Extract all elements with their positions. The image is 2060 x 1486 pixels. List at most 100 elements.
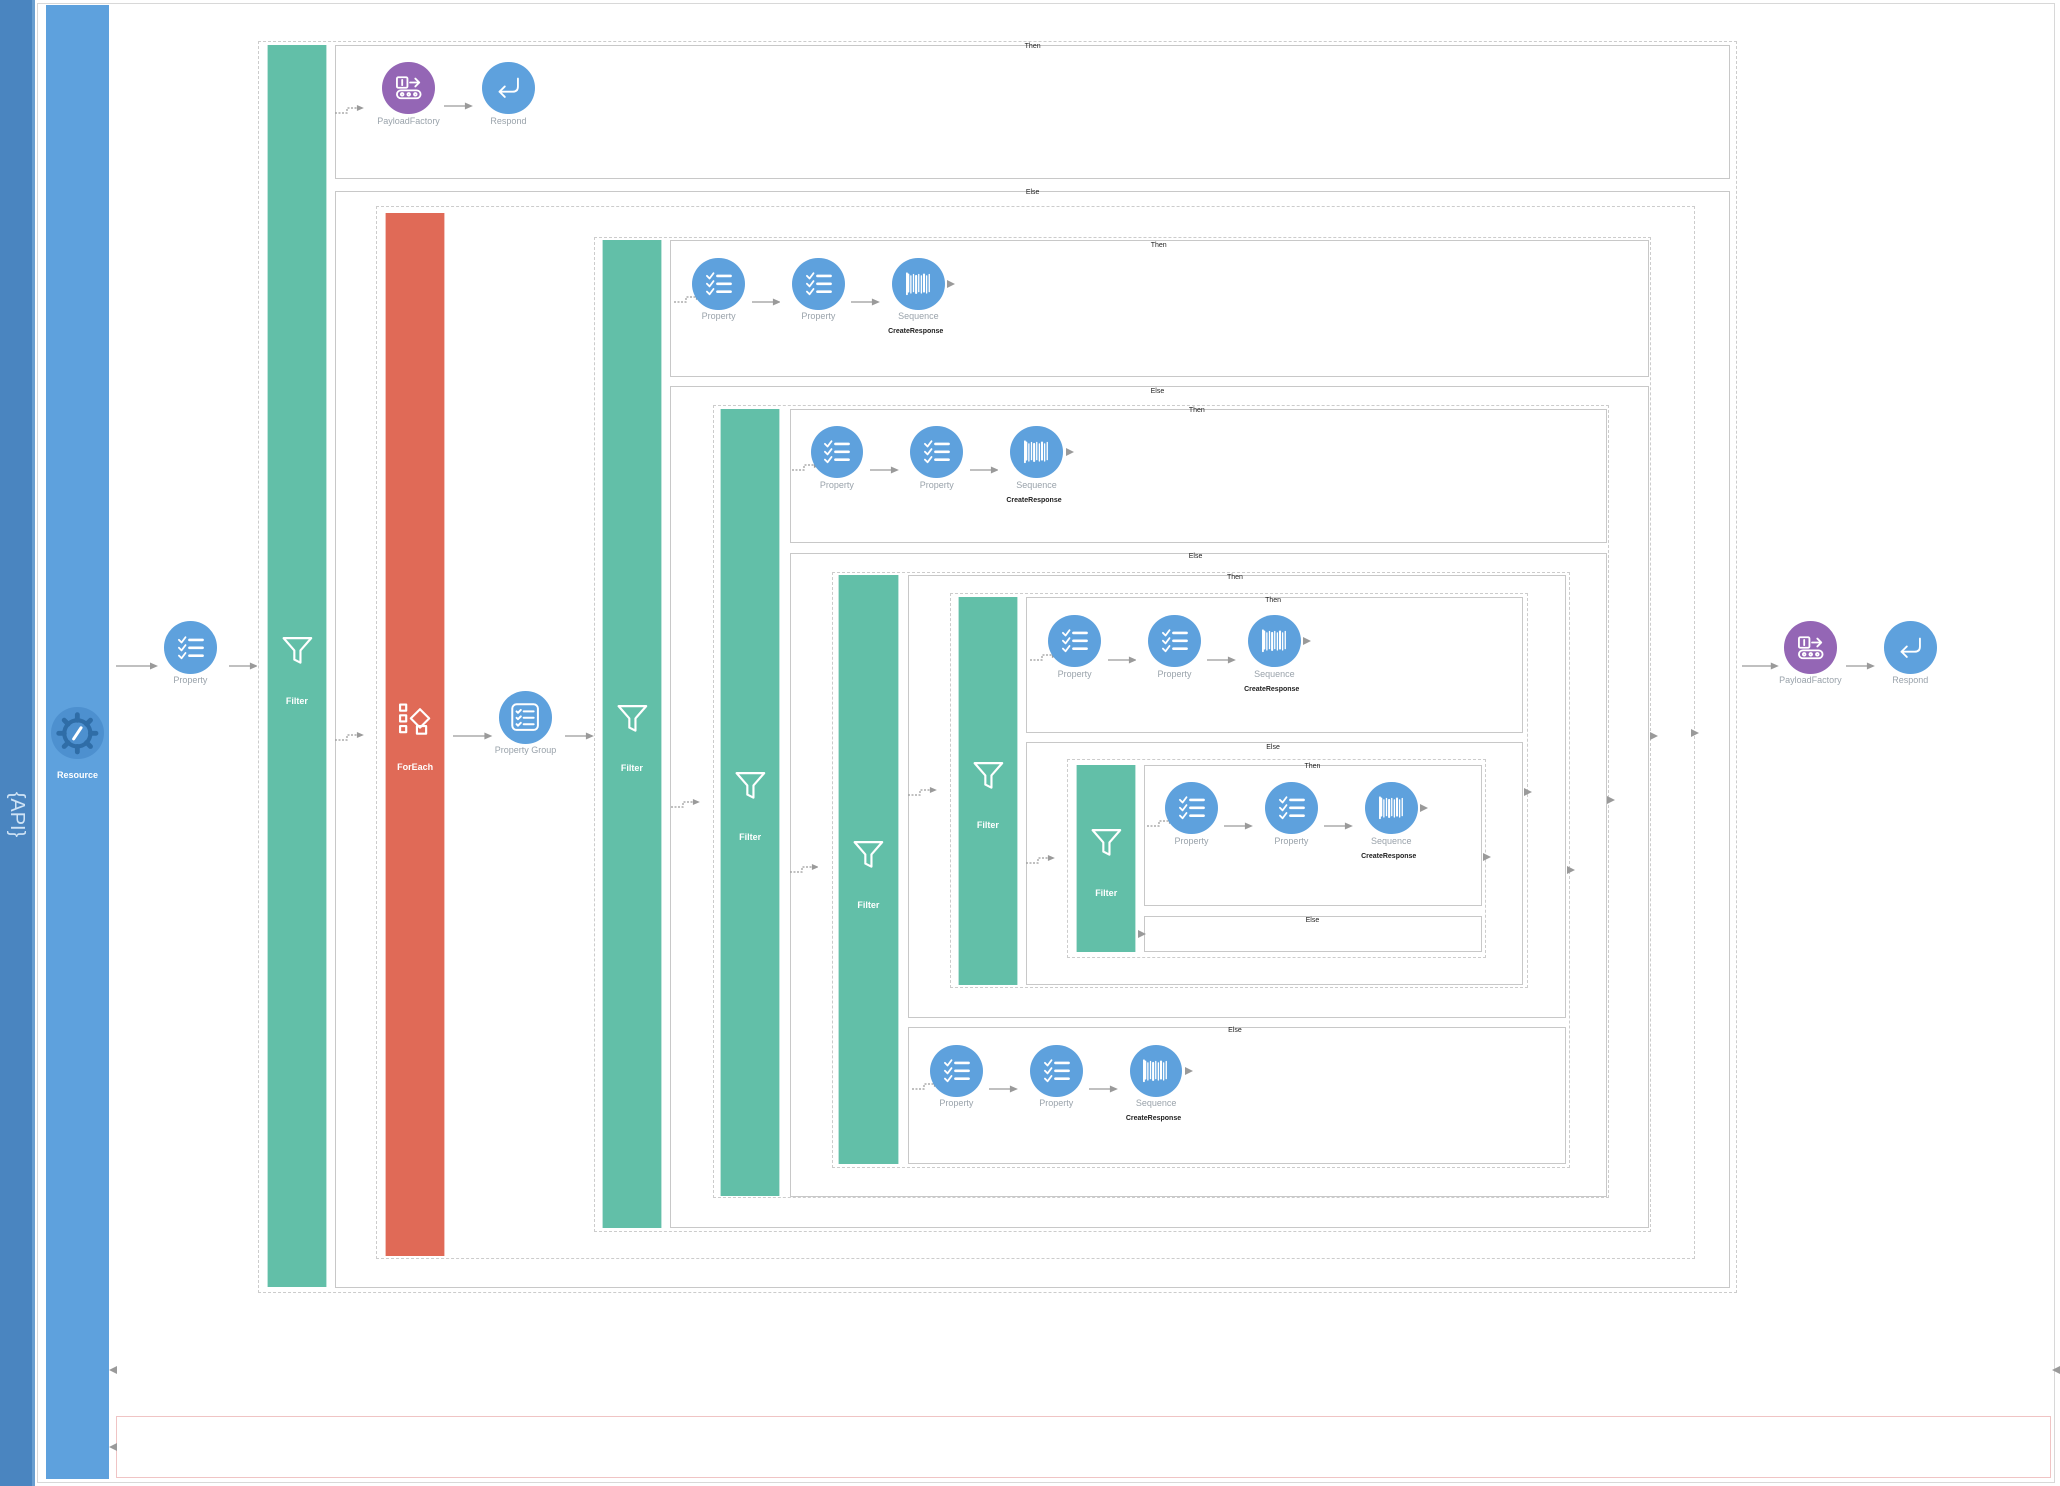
connector-arrowhead <box>1303 637 1312 646</box>
connector-arrowhead <box>1606 796 1615 805</box>
connector-arrow <box>444 102 473 110</box>
connector-arrowhead <box>109 1366 117 1375</box>
else-branch-5 <box>1026 742 1523 986</box>
connector-arrow <box>751 298 781 306</box>
foreach-shapes-icon <box>397 700 434 737</box>
sequence-key-label: CreateResponse <box>888 328 944 336</box>
funnel-icon <box>614 700 651 737</box>
connector-arrow <box>1089 1085 1118 1093</box>
checklist-icon <box>703 268 735 300</box>
sequence-key-label: CreateResponse <box>1125 1115 1182 1123</box>
sequence-label: Sequence <box>1370 835 1412 846</box>
checklist-icon <box>821 436 853 468</box>
connector-arrow <box>564 732 594 740</box>
else-label: Else <box>1188 553 1203 561</box>
resource-label: Resource <box>57 769 99 780</box>
connector-arrow <box>1207 656 1237 663</box>
property-label: Property <box>1039 1098 1074 1109</box>
filter-bar-4[interactable] <box>838 575 899 1164</box>
then-branch-6 <box>1144 764 1482 907</box>
else-label: Else <box>1228 1027 1242 1035</box>
connector-arrowhead <box>1185 1066 1193 1075</box>
filter-bar-6[interactable] <box>1076 764 1137 953</box>
connector-arrowhead <box>1420 804 1429 812</box>
connector-arrowhead <box>109 1442 117 1451</box>
foreach-bar-label: ForEach <box>397 762 434 772</box>
property-label: Property <box>701 311 736 322</box>
respond-label: Respond <box>490 115 527 126</box>
then-label: Then <box>1024 43 1041 51</box>
checklist-icon <box>175 632 207 664</box>
property-label: Property <box>919 479 954 490</box>
return-arrow-icon <box>493 72 525 104</box>
checklist-icon <box>803 268 835 300</box>
connector-arrowhead <box>2052 1366 2060 1375</box>
respond-label: Respond <box>1892 675 1929 686</box>
checklist-icon <box>1059 625 1091 657</box>
filter-bar-6-label: Filter <box>1095 888 1118 899</box>
branch-connector <box>671 798 701 808</box>
then-label: Then <box>1265 596 1282 604</box>
filter-bar-2[interactable] <box>601 240 663 1229</box>
funnel-icon <box>279 632 316 669</box>
else-label: Else <box>1266 743 1280 751</box>
checklist-icon <box>1176 792 1208 824</box>
then-branch-2 <box>670 240 1649 377</box>
connector-arrow <box>228 662 258 670</box>
connector-arrow <box>969 466 999 474</box>
else-label: Else <box>1025 189 1040 197</box>
checklist-icon <box>1041 1055 1073 1087</box>
barcode-icon <box>1140 1055 1172 1087</box>
sequence-label: Sequence <box>1135 1098 1177 1109</box>
filter-bar-1[interactable] <box>266 44 328 1288</box>
payload-factory-node[interactable] <box>1784 621 1837 674</box>
then-branch-1 <box>335 44 1731 179</box>
respond-node[interactable] <box>1884 621 1937 674</box>
api-label: {API} <box>5 791 28 837</box>
property-label: Property <box>801 311 836 322</box>
connector-arrowhead <box>947 279 956 288</box>
filter-bar-5[interactable] <box>957 596 1019 986</box>
funnel-icon <box>1088 824 1125 861</box>
filter-bar-3-label: Filter <box>739 831 762 842</box>
sequence-label: Sequence <box>1254 668 1295 679</box>
sequence-key-label: CreateResponse <box>1006 496 1062 504</box>
connector-arrowhead <box>1567 865 1576 874</box>
fault-sequence-frame <box>115 1416 2051 1478</box>
connector-arrow <box>1324 822 1354 830</box>
payload-factory-node[interactable] <box>382 61 435 115</box>
property-label: Property <box>173 675 208 686</box>
funnel-icon <box>732 767 769 804</box>
filter-bar-4-label: Filter <box>857 899 880 910</box>
api-container <box>36 2 2055 1484</box>
filter-bar-3[interactable] <box>719 408 781 1196</box>
connector-arrow <box>1742 662 1779 670</box>
respond-node[interactable] <box>482 61 535 115</box>
conveyor-icon <box>1795 632 1827 664</box>
outer-filter-frame <box>257 40 1737 1293</box>
foreach-bar[interactable] <box>384 212 446 1256</box>
barcode-icon <box>1021 436 1053 468</box>
sequence-label: Sequence <box>898 311 939 322</box>
then-branch-3 <box>789 408 1607 543</box>
then-label: Then <box>1304 763 1321 771</box>
payload-factory-label: PayloadFactory <box>377 115 440 126</box>
connector-arrow <box>115 662 158 670</box>
checklist-icon <box>1276 792 1308 824</box>
filter-bar-1-label: Filter <box>285 696 308 707</box>
sequence-key-label: CreateResponse <box>1244 685 1300 693</box>
checklist-icon <box>1159 625 1191 657</box>
then-label: Then <box>1226 574 1243 582</box>
gear-slash-icon <box>55 711 100 756</box>
filter-bar-5-label: Filter <box>976 819 999 830</box>
funnel-icon <box>850 836 887 873</box>
connector-arrow <box>1107 656 1137 663</box>
connector-arrow <box>453 732 493 740</box>
branch-connector <box>335 105 364 114</box>
barcode-icon <box>1376 792 1408 824</box>
connector-arrow <box>869 466 899 474</box>
connector-arrow <box>851 298 881 306</box>
barcode-icon <box>1259 625 1291 657</box>
connector-arrowhead <box>1690 729 1699 738</box>
